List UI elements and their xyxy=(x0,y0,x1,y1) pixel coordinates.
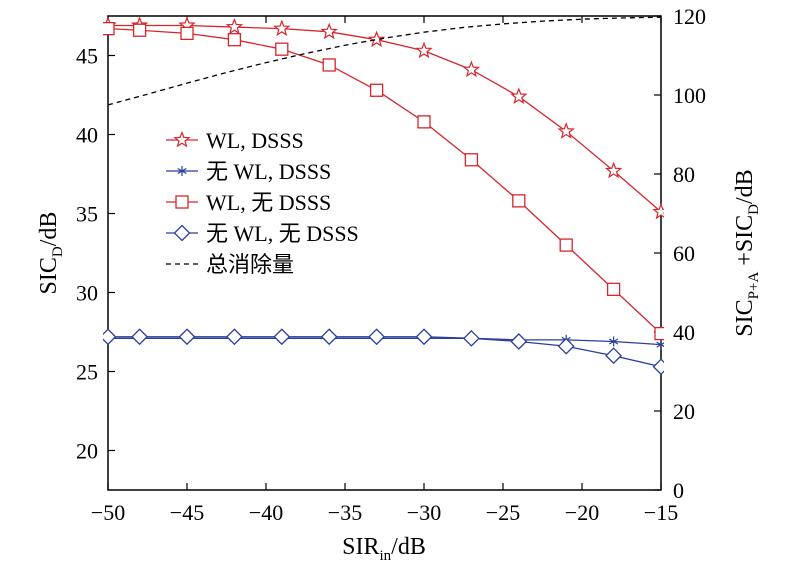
legend-marker xyxy=(177,166,187,176)
data-point xyxy=(225,17,244,35)
series-line xyxy=(108,24,662,213)
legend-item: 总消除量 xyxy=(166,252,294,277)
legend-item: 无 WL, 无 DSSS xyxy=(166,221,359,246)
asterisk-stroke xyxy=(177,167,187,175)
data-point xyxy=(606,282,621,296)
right-y-tick-label: 80 xyxy=(673,162,695,187)
data-point xyxy=(605,347,623,365)
legend-marker xyxy=(175,195,189,209)
data-point xyxy=(103,21,115,36)
series-5 xyxy=(107,16,662,106)
data-point xyxy=(557,122,575,139)
data-point xyxy=(557,337,575,355)
data-point xyxy=(656,339,664,350)
right-y-tick-label: 0 xyxy=(673,478,684,503)
x-tick-label: −50 xyxy=(91,500,125,525)
series-3 xyxy=(103,21,664,341)
data-point xyxy=(604,161,623,179)
x-tick-label: −25 xyxy=(486,500,520,525)
right-y-tick-label: 60 xyxy=(673,241,695,266)
legend-label: 无 WL, DSSS xyxy=(206,159,331,184)
asterisk-stroke xyxy=(608,338,619,345)
legend-item: WL, DSSS xyxy=(166,128,304,153)
data-point xyxy=(559,238,573,252)
data-point xyxy=(654,326,664,341)
x-axis: −50 −45 −40 −35 −30 −25 −20 −15 xyxy=(91,16,678,525)
legend-marker xyxy=(173,130,191,148)
data-point xyxy=(369,83,384,97)
left-y-axis: 20 25 30 35 40 45 xyxy=(76,44,115,464)
data-point xyxy=(320,22,338,40)
data-point xyxy=(608,336,619,347)
data-point xyxy=(275,42,289,56)
left-y-tick-label: 35 xyxy=(76,202,98,227)
left-y-tick-label: 25 xyxy=(76,360,98,385)
series-line xyxy=(107,16,662,106)
data-point xyxy=(464,153,479,167)
left-y-tick-label: 40 xyxy=(76,123,98,148)
x-axis-title: SIRin/dB xyxy=(342,534,426,564)
legend-item: 无 WL, DSSS xyxy=(166,159,331,184)
x-tick-label: −35 xyxy=(328,500,362,525)
left-y-tick-label: 20 xyxy=(76,439,98,464)
legend-marker xyxy=(173,224,191,242)
series-4 xyxy=(103,328,664,376)
right-y-tick-label: 20 xyxy=(673,399,695,424)
x-tick-label: −40 xyxy=(249,500,283,525)
series-line xyxy=(107,27,662,335)
data-point xyxy=(368,328,386,346)
x-tick-label: −15 xyxy=(644,500,678,525)
legend-label: WL, 无 DSSS xyxy=(206,190,331,215)
legend-label: WL, DSSS xyxy=(206,128,304,153)
right-y-tick-label: 40 xyxy=(673,320,695,345)
data-point xyxy=(510,333,528,350)
right-y-tick-label: 100 xyxy=(673,83,706,108)
series-layer xyxy=(103,16,664,376)
x-tick-label: −20 xyxy=(565,500,599,525)
left-y-tick-label: 30 xyxy=(76,281,98,306)
data-point xyxy=(178,328,196,346)
data-point xyxy=(273,19,291,37)
data-point xyxy=(273,328,291,346)
asterisk-stroke xyxy=(656,341,664,348)
legend-label: 无 WL, 无 DSSS xyxy=(206,221,359,246)
legend-item: WL, 无 DSSS xyxy=(166,190,331,215)
right-y-axis: 0 20 40 60 80 100 120 xyxy=(654,4,706,503)
data-point xyxy=(227,33,242,47)
data-point xyxy=(415,328,433,346)
right-y-tick-label: 120 xyxy=(673,4,706,29)
data-point xyxy=(652,202,664,220)
legend: WL, DSSS 无 WL, DSSS WL, 无 DSSS 无 WL, 无 DSSS… xyxy=(166,128,359,277)
data-point xyxy=(462,60,481,78)
data-point xyxy=(132,23,147,37)
data-point xyxy=(417,115,431,129)
right-y-axis-title: SICP+A +SICD/dB xyxy=(732,169,762,336)
data-point xyxy=(180,26,194,41)
data-point xyxy=(415,41,433,59)
series-1 xyxy=(103,16,664,220)
left-y-axis-title: SICD/dB xyxy=(36,212,66,295)
plot-frame xyxy=(107,15,662,491)
data-point xyxy=(462,329,480,347)
x-tick-label: −30 xyxy=(407,500,441,525)
data-point xyxy=(512,194,526,208)
data-point xyxy=(652,358,664,376)
data-point xyxy=(320,328,338,346)
legend-label: 总消除量 xyxy=(206,252,294,277)
x-tick-label: −45 xyxy=(170,500,204,525)
left-y-tick-label: 45 xyxy=(76,44,98,69)
data-point xyxy=(322,58,336,72)
data-point xyxy=(103,328,117,346)
data-point xyxy=(131,328,149,346)
data-point xyxy=(510,87,528,105)
data-point xyxy=(367,30,386,48)
data-point xyxy=(225,328,243,346)
